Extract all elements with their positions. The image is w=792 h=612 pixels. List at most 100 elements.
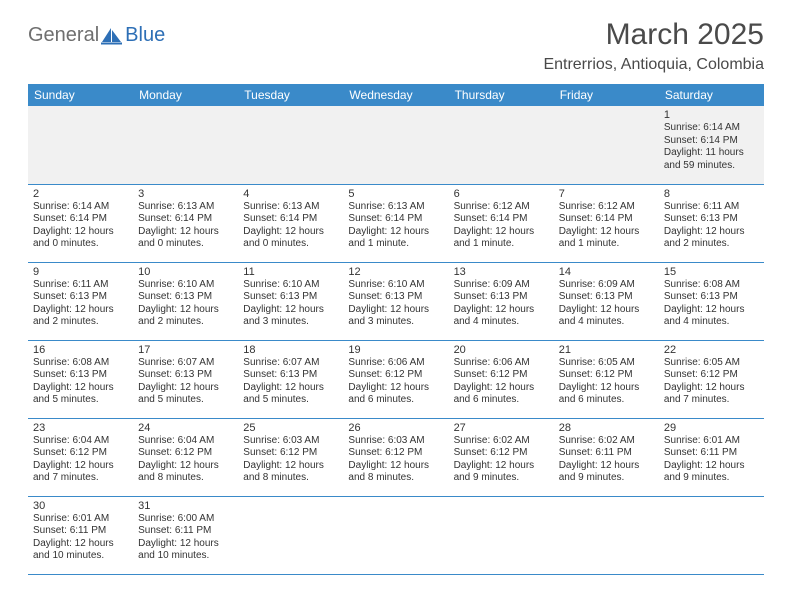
daylight-text: Daylight: 12 hours and 4 minutes.	[454, 304, 549, 329]
day-number: 18	[243, 344, 338, 356]
calendar-day-cell: 29Sunrise: 6:01 AMSunset: 6:11 PMDayligh…	[659, 418, 764, 496]
sunset-text: Sunset: 6:14 PM	[664, 135, 759, 148]
sunrise-text: Sunrise: 6:04 AM	[33, 435, 128, 448]
daylight-text: Daylight: 12 hours and 6 minutes.	[559, 382, 654, 407]
sunrise-text: Sunrise: 6:13 AM	[243, 201, 338, 214]
sunset-text: Sunset: 6:12 PM	[664, 369, 759, 382]
calendar-empty-cell	[343, 496, 448, 574]
day-number: 25	[243, 422, 338, 434]
calendar-day-cell: 22Sunrise: 6:05 AMSunset: 6:12 PMDayligh…	[659, 340, 764, 418]
calendar-day-cell: 7Sunrise: 6:12 AMSunset: 6:14 PMDaylight…	[554, 184, 659, 262]
sunrise-text: Sunrise: 6:11 AM	[33, 279, 128, 292]
location-subtitle: Entrerrios, Antioquia, Colombia	[543, 56, 764, 74]
calendar-week-row: 16Sunrise: 6:08 AMSunset: 6:13 PMDayligh…	[28, 340, 764, 418]
sunrise-text: Sunrise: 6:00 AM	[138, 513, 233, 526]
sunset-text: Sunset: 6:13 PM	[138, 369, 233, 382]
sunrise-text: Sunrise: 6:04 AM	[138, 435, 233, 448]
sunrise-text: Sunrise: 6:06 AM	[348, 357, 443, 370]
daylight-text: Daylight: 12 hours and 8 minutes.	[138, 460, 233, 485]
sunset-text: Sunset: 6:12 PM	[33, 447, 128, 460]
calendar-empty-cell	[343, 106, 448, 184]
sunrise-text: Sunrise: 6:01 AM	[664, 435, 759, 448]
calendar-empty-cell	[449, 496, 554, 574]
sunrise-text: Sunrise: 6:07 AM	[243, 357, 338, 370]
sunset-text: Sunset: 6:13 PM	[138, 291, 233, 304]
calendar-week-row: 1Sunrise: 6:14 AMSunset: 6:14 PMDaylight…	[28, 106, 764, 184]
sunset-text: Sunset: 6:13 PM	[559, 291, 654, 304]
sunset-text: Sunset: 6:14 PM	[454, 213, 549, 226]
day-number: 13	[454, 266, 549, 278]
calendar-empty-cell	[554, 106, 659, 184]
brand-text-blue: Blue	[125, 24, 165, 47]
calendar-day-cell: 12Sunrise: 6:10 AMSunset: 6:13 PMDayligh…	[343, 262, 448, 340]
day-number: 31	[138, 500, 233, 512]
sunset-text: Sunset: 6:14 PM	[243, 213, 338, 226]
calendar-day-cell: 30Sunrise: 6:01 AMSunset: 6:11 PMDayligh…	[28, 496, 133, 574]
sunrise-text: Sunrise: 6:02 AM	[454, 435, 549, 448]
calendar-empty-cell	[238, 106, 343, 184]
sunset-text: Sunset: 6:13 PM	[348, 291, 443, 304]
day-number: 5	[348, 188, 443, 200]
sunset-text: Sunset: 6:11 PM	[138, 525, 233, 538]
day-header: Monday	[133, 84, 238, 106]
daylight-text: Daylight: 12 hours and 4 minutes.	[559, 304, 654, 329]
sunset-text: Sunset: 6:13 PM	[243, 291, 338, 304]
day-number: 16	[33, 344, 128, 356]
sunset-text: Sunset: 6:13 PM	[243, 369, 338, 382]
calendar-day-cell: 31Sunrise: 6:00 AMSunset: 6:11 PMDayligh…	[133, 496, 238, 574]
daylight-text: Daylight: 12 hours and 6 minutes.	[454, 382, 549, 407]
sunrise-text: Sunrise: 6:05 AM	[559, 357, 654, 370]
calendar-week-row: 9Sunrise: 6:11 AMSunset: 6:13 PMDaylight…	[28, 262, 764, 340]
daylight-text: Daylight: 12 hours and 8 minutes.	[348, 460, 443, 485]
day-number: 8	[664, 188, 759, 200]
brand-logo: General Blue	[28, 18, 165, 47]
calendar-day-cell: 18Sunrise: 6:07 AMSunset: 6:13 PMDayligh…	[238, 340, 343, 418]
calendar-day-cell: 6Sunrise: 6:12 AMSunset: 6:14 PMDaylight…	[449, 184, 554, 262]
daylight-text: Daylight: 12 hours and 4 minutes.	[664, 304, 759, 329]
daylight-text: Daylight: 12 hours and 1 minute.	[348, 226, 443, 251]
calendar-empty-cell	[238, 496, 343, 574]
day-header: Friday	[554, 84, 659, 106]
calendar-week-row: 23Sunrise: 6:04 AMSunset: 6:12 PMDayligh…	[28, 418, 764, 496]
daylight-text: Daylight: 12 hours and 5 minutes.	[138, 382, 233, 407]
day-number: 20	[454, 344, 549, 356]
sunrise-text: Sunrise: 6:10 AM	[348, 279, 443, 292]
calendar-day-cell: 19Sunrise: 6:06 AMSunset: 6:12 PMDayligh…	[343, 340, 448, 418]
sunset-text: Sunset: 6:12 PM	[138, 447, 233, 460]
sunrise-text: Sunrise: 6:07 AM	[138, 357, 233, 370]
sunrise-text: Sunrise: 6:14 AM	[33, 201, 128, 214]
day-number: 10	[138, 266, 233, 278]
calendar-day-cell: 28Sunrise: 6:02 AMSunset: 6:11 PMDayligh…	[554, 418, 659, 496]
day-number: 17	[138, 344, 233, 356]
daylight-text: Daylight: 12 hours and 5 minutes.	[243, 382, 338, 407]
sunset-text: Sunset: 6:12 PM	[243, 447, 338, 460]
daylight-text: Daylight: 12 hours and 10 minutes.	[33, 538, 128, 563]
calendar-day-cell: 8Sunrise: 6:11 AMSunset: 6:13 PMDaylight…	[659, 184, 764, 262]
calendar-day-cell: 9Sunrise: 6:11 AMSunset: 6:13 PMDaylight…	[28, 262, 133, 340]
sunset-text: Sunset: 6:12 PM	[348, 369, 443, 382]
day-number: 2	[33, 188, 128, 200]
sunrise-text: Sunrise: 6:08 AM	[664, 279, 759, 292]
daylight-text: Daylight: 12 hours and 10 minutes.	[138, 538, 233, 563]
calendar-day-cell: 26Sunrise: 6:03 AMSunset: 6:12 PMDayligh…	[343, 418, 448, 496]
calendar-empty-cell	[28, 106, 133, 184]
day-header: Thursday	[449, 84, 554, 106]
day-number: 21	[559, 344, 654, 356]
sail-icon	[101, 27, 123, 45]
sunrise-text: Sunrise: 6:11 AM	[664, 201, 759, 214]
sunset-text: Sunset: 6:14 PM	[138, 213, 233, 226]
sunset-text: Sunset: 6:13 PM	[33, 291, 128, 304]
sunset-text: Sunset: 6:12 PM	[348, 447, 443, 460]
calendar-body: 1Sunrise: 6:14 AMSunset: 6:14 PMDaylight…	[28, 106, 764, 574]
calendar-day-cell: 25Sunrise: 6:03 AMSunset: 6:12 PMDayligh…	[238, 418, 343, 496]
calendar-day-cell: 15Sunrise: 6:08 AMSunset: 6:13 PMDayligh…	[659, 262, 764, 340]
calendar-day-cell: 2Sunrise: 6:14 AMSunset: 6:14 PMDaylight…	[28, 184, 133, 262]
daylight-text: Daylight: 12 hours and 1 minute.	[454, 226, 549, 251]
sunrise-text: Sunrise: 6:08 AM	[33, 357, 128, 370]
calendar-empty-cell	[554, 496, 659, 574]
day-number: 28	[559, 422, 654, 434]
calendar-day-cell: 11Sunrise: 6:10 AMSunset: 6:13 PMDayligh…	[238, 262, 343, 340]
daylight-text: Daylight: 12 hours and 3 minutes.	[348, 304, 443, 329]
sunset-text: Sunset: 6:11 PM	[33, 525, 128, 538]
day-header: Wednesday	[343, 84, 448, 106]
